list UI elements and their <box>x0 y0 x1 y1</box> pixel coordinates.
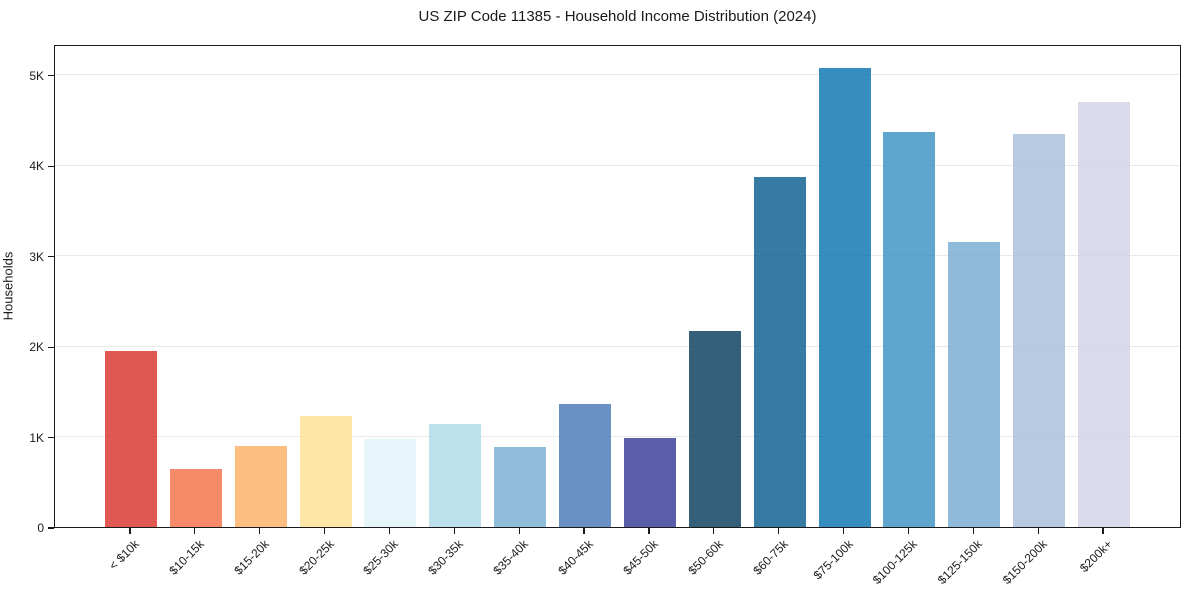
y-tick-mark-3K <box>48 256 54 258</box>
bar-$35-40k <box>494 446 547 527</box>
x-tick-mark-< $10k <box>129 528 131 534</box>
bar-$20-25k <box>299 415 352 527</box>
plot-area <box>54 45 1181 528</box>
y-tick-mark-2K <box>48 346 54 348</box>
bar-$60-75k <box>753 177 806 527</box>
y-tick-label-1K: 1K <box>29 430 44 445</box>
bar-$50-60k <box>688 330 741 527</box>
bar-$10-15k <box>169 468 222 527</box>
gridline-4K <box>55 164 1180 166</box>
bar-$100-125k <box>883 131 936 527</box>
y-tick-mark-4K <box>48 165 54 167</box>
x-tick-mark-$60-75k <box>778 528 780 534</box>
gridline-1K <box>55 435 1180 438</box>
bar-< $10k <box>105 350 157 527</box>
bar-$40-45k <box>559 404 612 527</box>
bar-$75-100k <box>818 68 871 527</box>
bar-$30-35k <box>429 424 482 527</box>
bar-$200k+ <box>1078 101 1131 527</box>
x-tick-mark-$25-30k <box>388 528 391 534</box>
x-tick-mark-$10-15k <box>194 528 196 534</box>
y-tick-label-2K: 2K <box>29 340 44 355</box>
x-tick-mark-$100-125k <box>907 528 910 534</box>
bar-$150-200k <box>1013 134 1066 527</box>
bar-$125-150k <box>948 242 1001 527</box>
x-tick-mark-$35-40k <box>518 528 520 534</box>
bar-$15-20k <box>234 445 287 527</box>
x-tick-label-< $10k: < $10k <box>106 537 142 573</box>
bar-$25-30k <box>364 439 417 527</box>
y-tick-mark-5K <box>48 75 54 77</box>
x-tick-mark-$200k+ <box>1102 528 1104 534</box>
gridline-3K <box>55 255 1180 257</box>
y-tick-mark-0 <box>48 527 54 529</box>
y-tick-label-4K: 4K <box>29 159 44 174</box>
x-tick-mark-$150-200k <box>1037 528 1039 534</box>
y-tick-label-5K: 5K <box>29 68 44 83</box>
x-tick-mark-$125-150k <box>972 528 974 534</box>
x-tick-mark-$50-60k <box>713 528 715 534</box>
bar-$45-50k <box>623 438 676 527</box>
gridline-2K <box>55 345 1180 347</box>
x-tick-mark-$75-100k <box>842 528 845 534</box>
x-tick-mark-$45-50k <box>648 528 650 534</box>
y-tick-label-0: 0 <box>37 521 44 535</box>
x-tick-mark-$15-20k <box>259 528 261 534</box>
x-tick-mark-$30-35k <box>453 528 455 534</box>
gridline-5K <box>55 74 1180 76</box>
x-tick-mark-$20-25k <box>324 528 326 534</box>
chart-title: US ZIP Code 11385 - Household Income Dis… <box>418 8 817 25</box>
y-tick-mark-1K <box>48 436 54 439</box>
x-tick-mark-$40-45k <box>583 528 585 534</box>
y-tick-label-3K: 3K <box>29 249 44 264</box>
